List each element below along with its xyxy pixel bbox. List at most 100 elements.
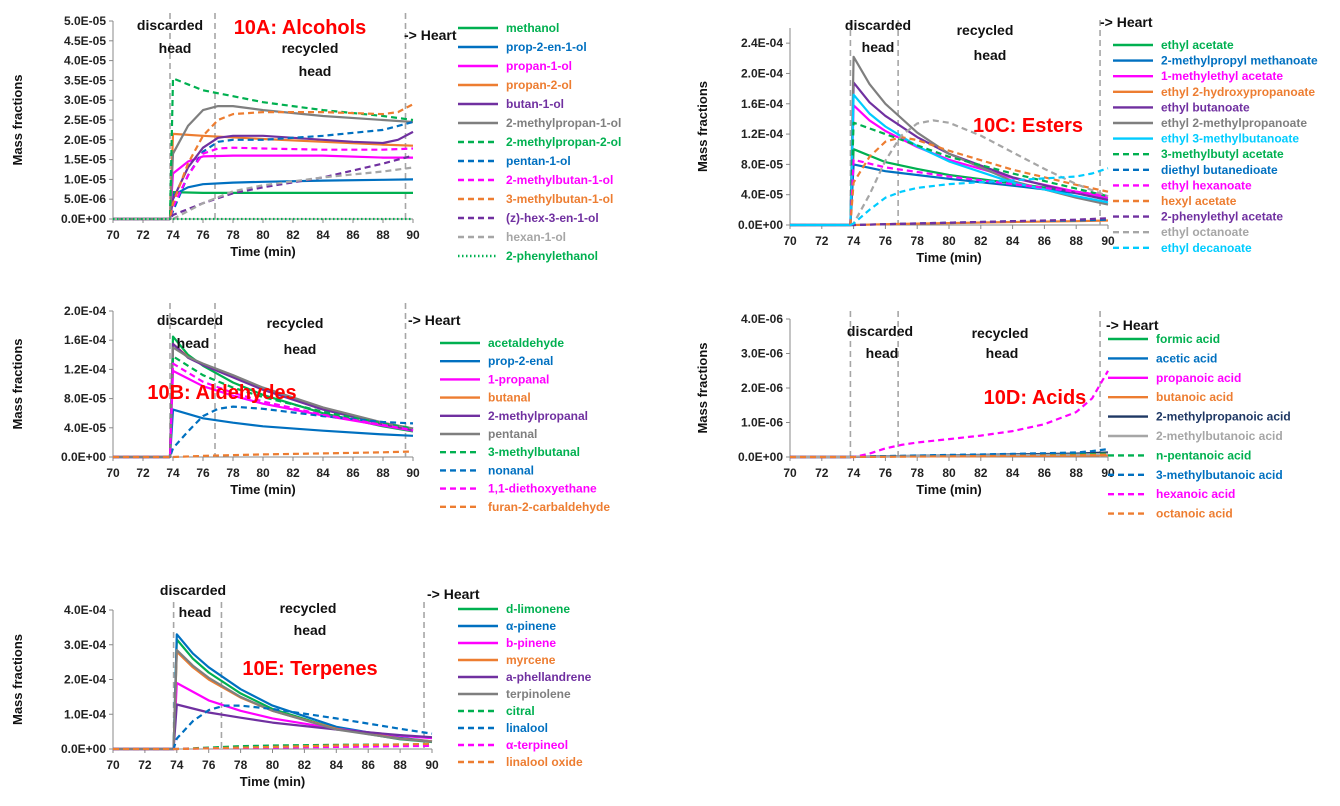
series-line-d-limonene (113, 638, 433, 751)
annotation-recycled: recycled (957, 22, 1014, 38)
series-line-prop-2-enal (113, 408, 414, 459)
y-tick-label: 4.0E-05 (64, 421, 106, 435)
annotation-heart: -> Heart (408, 312, 461, 328)
chart-title: 10C: Esters (973, 115, 1083, 137)
x-tick-label: 70 (106, 466, 120, 480)
x-tick-label: 90 (425, 758, 439, 772)
series-line-hexanoic-acid (790, 370, 1109, 459)
x-axis-label: Time (min) (230, 244, 296, 259)
annotation-discarded-head: head (862, 39, 895, 55)
legend-entry-ethyl-2-methylpropanoate: ethyl 2-methylpropanoate (1161, 116, 1307, 130)
y-tick-label: 2.4E-04 (741, 36, 783, 50)
legend-entry-2-methylpropan-1-ol: 2-methylpropan-1-ol (506, 116, 621, 130)
legend-entry-butanoic-acid: butanoic acid (1156, 390, 1233, 404)
chart-10c-esters: 0.0E+00 4.0E-05 8.0E-05 1.2E-04 1.6E-04 2.0E-… (695, 14, 1318, 265)
legend-entry-acetic-acid: acetic acid (1156, 351, 1217, 365)
x-tick-label: 86 (1038, 466, 1052, 480)
legend-entry-acetaldehyde: acetaldehyde (488, 336, 564, 350)
x-tick-label: 90 (406, 466, 420, 480)
x-tick-label: 74 (166, 466, 180, 480)
annotation-discarded-head: head (177, 335, 210, 351)
annotation-recycled: recycled (282, 40, 339, 56)
x-axis-label: Time (min) (916, 482, 982, 497)
legend-entry-2-phenylethanol: 2-phenylethanol (506, 249, 598, 263)
x-tick-label: 86 (362, 758, 376, 772)
y-tick-label: 4.0E-06 (741, 312, 783, 326)
annotation-heart: -> Heart (427, 586, 480, 602)
y-axis-label: Mass fractions (695, 81, 710, 172)
annotation-recycled-head: head (284, 341, 317, 357)
x-tick-label: 86 (1038, 234, 1052, 248)
legend-entry-propan-1-ol: propan-1-ol (506, 59, 572, 73)
legend-entry-linalool: linalool (506, 721, 548, 735)
chart-10b-aldehydes: 0.0E+00 4.0E-05 8.0E-05 1.2E-04 1.6E-04 2.0E-… (10, 303, 610, 514)
legend-entry-citral: citral (506, 704, 535, 718)
y-tick-label: 3.0E-05 (64, 93, 106, 107)
series-line-furan-2-carbaldehyde (113, 450, 414, 459)
annotation-recycled-head: head (974, 47, 1007, 63)
legend-entry-2-methylpropanal: 2-methylpropanal (488, 409, 588, 423)
annotation-discarded: discarded (845, 17, 911, 33)
legend-entry-hexan-1-ol: hexan-1-ol (506, 230, 566, 244)
series-line-prop-2-en-1-ol (113, 178, 414, 221)
legend-entry-3-methylbutanoic-acid: 3-methylbutanoic acid (1156, 468, 1283, 482)
x-axis-label: Time (min) (230, 482, 296, 497)
x-tick-label: 76 (202, 758, 216, 772)
legend-entry-z-hex-3-en-1-ol: (z)-hex-3-en-1-ol (506, 211, 599, 225)
x-tick-label: 80 (266, 758, 280, 772)
x-tick-label: 76 (879, 466, 893, 480)
legend-entry-ethyl-hexanoate: ethyl hexanoate (1161, 178, 1252, 192)
legend-entry-α-terpineol: α-terpineol (506, 738, 568, 752)
y-axis-label: Mass fractions (695, 342, 710, 433)
legend-entry-hexanoic-acid: hexanoic acid (1156, 487, 1235, 501)
legend-entry-myrcene: myrcene (506, 653, 556, 667)
series-line-nonanal (113, 405, 414, 459)
series-line-b-pinene (113, 681, 433, 751)
annotation-recycled-head: head (294, 622, 327, 638)
x-tick-label: 80 (942, 466, 956, 480)
legend-entry-formic-acid: formic acid (1156, 332, 1220, 346)
legend-entry-ethyl-2-hydroxypropanoate: ethyl 2-hydroxypropanoate (1161, 85, 1315, 99)
legend-entry-n-pentanoic-acid: n-pentanoic acid (1156, 448, 1251, 462)
legend-entry-diethyl-butanedioate: diethyl butanedioate (1161, 163, 1278, 177)
y-tick-label: 2.0E-04 (741, 66, 783, 80)
legend-entry-ethyl-butanoate: ethyl butanoate (1161, 100, 1250, 114)
annotation-discarded-head: head (159, 40, 192, 56)
annotation-recycled: recycled (972, 325, 1029, 341)
y-tick-label: 0.0E+00 (61, 742, 106, 756)
x-tick-label: 70 (783, 466, 797, 480)
series-line-α-pinene (113, 633, 433, 751)
annotation-recycled-head: head (299, 63, 332, 79)
annotation-recycled: recycled (267, 315, 324, 331)
y-tick-label: 1.6E-04 (64, 333, 106, 347)
legend-entry-ethyl-octanoate: ethyl octanoate (1161, 225, 1249, 239)
x-tick-label: 84 (316, 466, 330, 480)
series-line-1-1-diethoxyethane (113, 362, 414, 459)
x-tick-label: 74 (847, 466, 861, 480)
legend-entry-butanal: butanal (488, 391, 531, 405)
x-tick-label: 74 (170, 758, 184, 772)
x-tick-label: 74 (166, 228, 180, 242)
x-tick-label: 72 (136, 466, 150, 480)
y-tick-label: 2.5E-05 (64, 113, 106, 127)
legend-entry-2-methylpropan-2-ol: 2-methylpropan-2-ol (506, 135, 621, 149)
x-tick-label: 70 (783, 234, 797, 248)
x-tick-label: 80 (256, 228, 270, 242)
legend-entry-ethyl-decanoate: ethyl decanoate (1161, 241, 1252, 255)
legend-entry-3-methylbutan-1-ol: 3-methylbutan-1-ol (506, 192, 613, 206)
series-line-ethyl-octanoate (790, 119, 1109, 227)
legend-entry-nonanal: nonanal (488, 463, 534, 477)
series-line-3-methylbutyl-acetate (790, 121, 1109, 227)
x-tick-label: 84 (1006, 234, 1020, 248)
x-tick-label: 72 (815, 234, 829, 248)
y-tick-label: 2.0E-04 (64, 304, 106, 318)
legend-entry-butan-1-ol: butan-1-ol (506, 97, 564, 111)
x-tick-label: 82 (286, 466, 300, 480)
y-tick-label: 1.2E-04 (64, 362, 106, 376)
legend-entry-pentanal: pentanal (488, 427, 537, 441)
y-tick-label: 5.0E-06 (64, 192, 106, 206)
y-tick-label: 3.0E-06 (741, 347, 783, 361)
legend-entry-2-methylbutanoic-acid: 2-methylbutanoic acid (1156, 429, 1283, 443)
y-tick-label: 1.5E-05 (64, 153, 106, 167)
chart-title: 10A: Alcohols (234, 17, 367, 39)
